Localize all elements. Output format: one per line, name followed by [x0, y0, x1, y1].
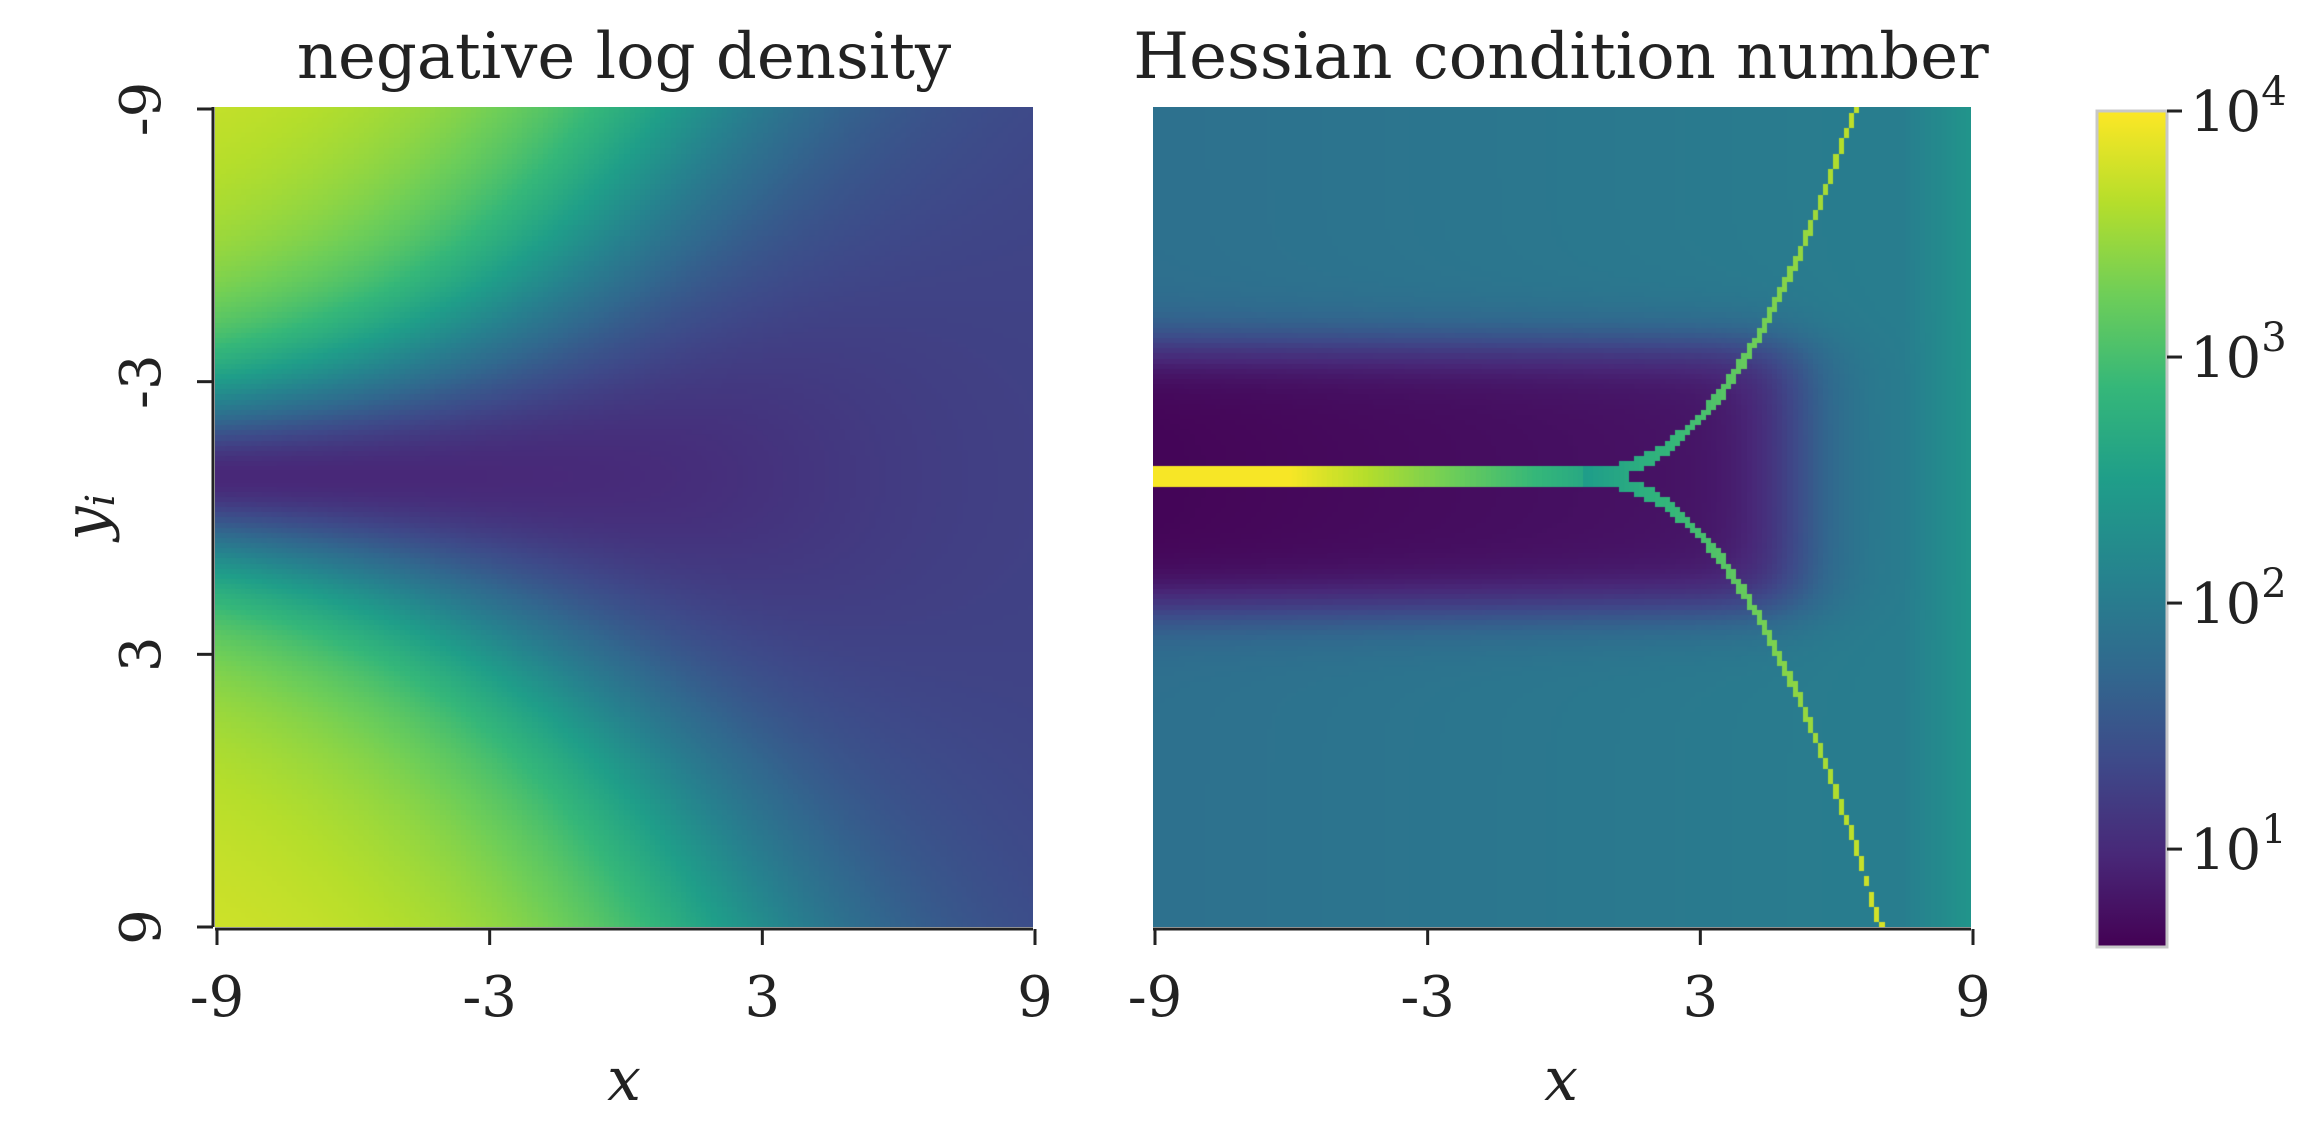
left-x-tick-label: -3 [462, 965, 517, 1030]
left-x-tick-label: 3 [745, 965, 781, 1030]
left-heatmap [215, 107, 1033, 927]
right-x-tick-label: 9 [1955, 965, 1991, 1030]
left-y-tick-label: 3 [109, 637, 174, 673]
left-y-ticks: -9 -3 3 9 [109, 82, 213, 945]
right-heatmap [1153, 107, 1971, 927]
colorbar-ticks: 104 103 102 101 [2167, 69, 2287, 883]
left-y-tick-label: 9 [109, 909, 174, 945]
colorbar-tick-label: 101 [2190, 807, 2287, 883]
right-chart-title: Hessian condition number [1133, 20, 1989, 94]
right-x-tick-label: -3 [1400, 965, 1455, 1030]
svg-text:yi: yi [51, 494, 124, 544]
right-x-tick-label: 3 [1683, 965, 1719, 1030]
left-y-tick-label: -9 [109, 82, 174, 137]
colorbar-tick-label: 104 [2190, 69, 2287, 145]
left-y-tick-label: -3 [109, 354, 174, 409]
left-chart-title: negative log density [297, 20, 951, 94]
left-x-axis-label: x [607, 1045, 641, 1115]
y-axis-label-sub: i [78, 494, 124, 507]
right-x-tick-label: -9 [1128, 965, 1183, 1030]
left-x-tick-label: 9 [1017, 965, 1053, 1030]
colorbar [2095, 109, 2169, 949]
right-x-ticks: -9 -3 3 9 [1128, 929, 1991, 1030]
right-x-axis-label: x [1544, 1045, 1578, 1115]
colorbar-tick-label: 103 [2190, 315, 2287, 391]
y-axis-label-base: y [51, 505, 121, 543]
colorbar-tick-label: 102 [2190, 561, 2287, 637]
left-x-ticks: -9 -3 3 9 [190, 929, 1053, 1030]
left-y-axis-label: yi [51, 494, 124, 544]
left-x-tick-label: -9 [190, 965, 245, 1030]
